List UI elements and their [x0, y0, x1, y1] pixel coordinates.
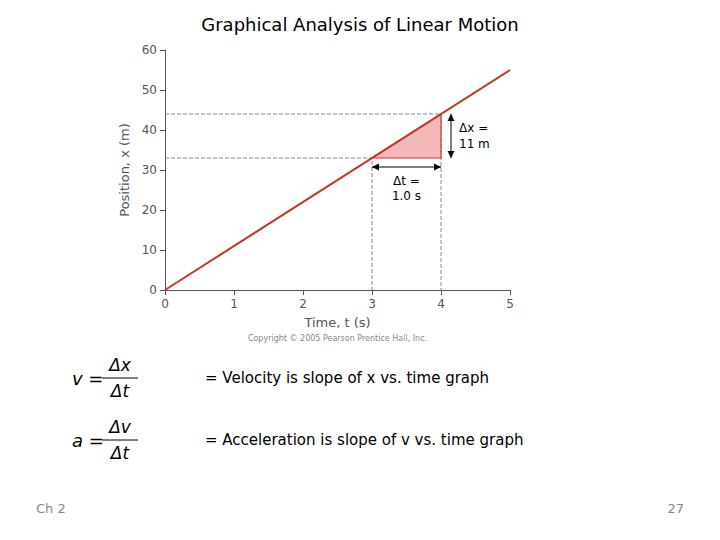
svg-text:5: 5 [506, 297, 514, 311]
svg-text:2: 2 [299, 297, 307, 311]
svg-text:Δt: Δt [109, 381, 131, 401]
svg-text:= Velocity is slope of x vs. t: = Velocity is slope of x vs. time graph [205, 369, 489, 387]
svg-text:Δx: Δx [107, 355, 132, 375]
svg-text:30: 30 [142, 163, 157, 177]
svg-text:10: 10 [142, 243, 157, 257]
svg-text:Graphical Analysis of Linear M: Graphical Analysis of Linear Motion [201, 14, 519, 35]
svg-text:1.0 s: 1.0 s [392, 189, 421, 203]
svg-text:1: 1 [230, 297, 238, 311]
svg-text:3: 3 [368, 297, 376, 311]
svg-text:11 m: 11 m [459, 137, 490, 151]
svg-text:27: 27 [667, 501, 684, 516]
svg-text:40: 40 [142, 123, 157, 137]
svg-text:0: 0 [161, 297, 169, 311]
svg-text:Δt =: Δt = [393, 174, 420, 188]
svg-text:Ch 2: Ch 2 [36, 501, 66, 516]
svg-text:0: 0 [149, 283, 157, 297]
svg-text:20: 20 [142, 203, 157, 217]
svg-text:Position, x (m): Position, x (m) [117, 123, 132, 217]
svg-text:60: 60 [142, 43, 157, 57]
svg-text:Time, t (s): Time, t (s) [303, 315, 370, 330]
svg-text:v =: v = [72, 368, 103, 389]
svg-text:50: 50 [142, 83, 157, 97]
svg-text:Δv: Δv [107, 417, 132, 437]
svg-text:Δt: Δt [109, 443, 131, 463]
svg-text:4: 4 [437, 297, 445, 311]
svg-text:Copyright © 2005 Pearson Prent: Copyright © 2005 Pearson Prentice Hall, … [248, 334, 427, 343]
svg-text:a =: a = [72, 430, 104, 451]
svg-text:Δx =: Δx = [459, 121, 488, 135]
svg-text:= Acceleration is slope of v v: = Acceleration is slope of v vs. time gr… [205, 431, 523, 449]
